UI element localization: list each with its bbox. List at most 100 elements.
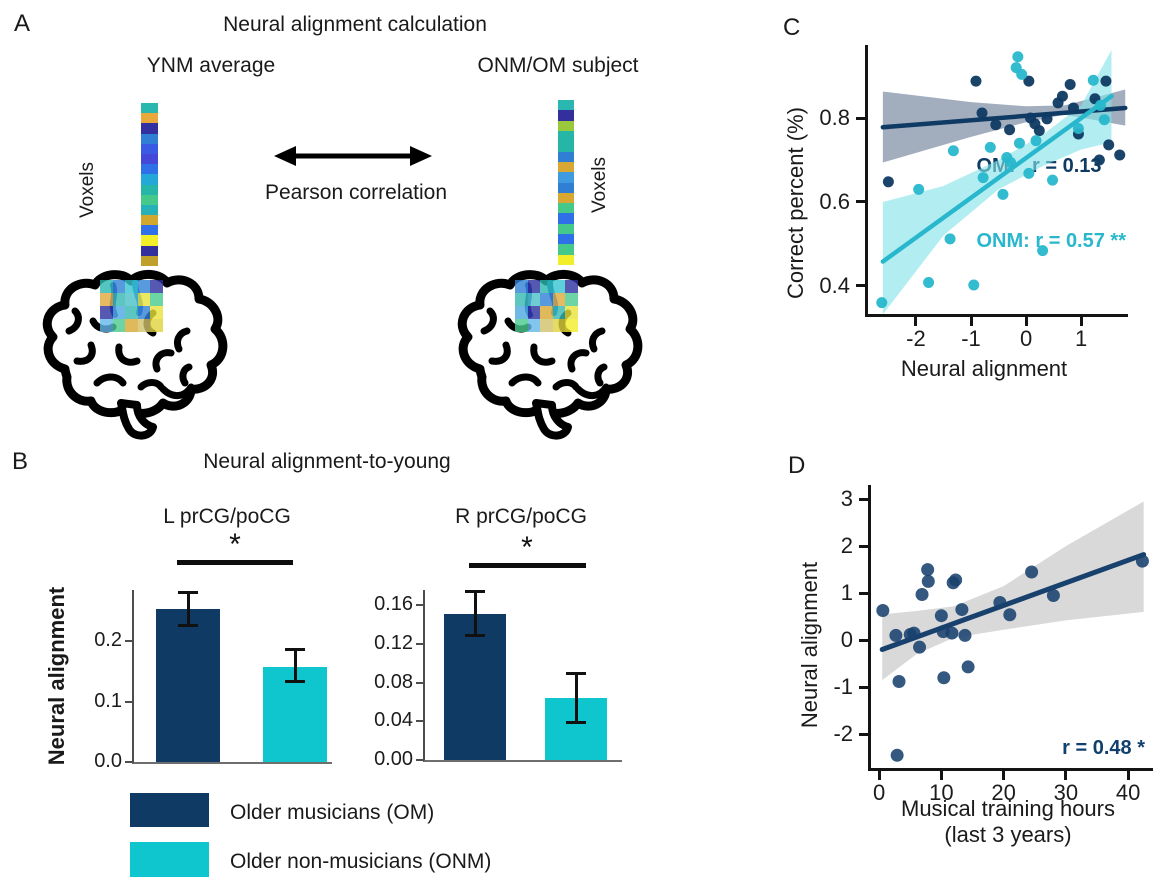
y-tick — [859, 638, 868, 642]
scatter-plot-alignment-vs-training: r = 0.48 * 0 10 20 30 40 -2 -1 0 1 2 3 — [833, 485, 1153, 805]
data-point — [1030, 135, 1042, 147]
panel-d-x-axis-label: Musical training hours (last 3 years) — [858, 796, 1158, 848]
panel-b-letter: B — [12, 448, 29, 475]
error-bar-cap — [465, 590, 485, 594]
y-tick — [416, 720, 423, 723]
data-point — [907, 626, 921, 640]
patch-cell — [515, 280, 528, 293]
scatter-svg — [876, 50, 1128, 315]
x-tick — [969, 317, 973, 326]
scatter-plot-correct-vs-alignment: OM: r = 0.13 ONM: r = 0.57 ** -2-1010.40… — [819, 45, 1128, 351]
error-bar-cap — [566, 720, 586, 724]
bar — [444, 614, 506, 760]
data-point — [1037, 245, 1049, 257]
data-point — [892, 675, 906, 689]
voxel-cell — [558, 234, 574, 245]
error-bar-cap — [178, 623, 198, 627]
y-tick — [125, 640, 132, 643]
voxel-cell — [141, 255, 158, 266]
error-bar — [293, 649, 297, 682]
patch-cell — [515, 293, 528, 306]
voxel-cell — [558, 254, 574, 265]
patch-cell — [112, 293, 126, 306]
x-tick — [1024, 317, 1028, 326]
y-tick-label: 2 — [840, 533, 853, 559]
data-point — [944, 233, 956, 245]
patch-cell — [137, 293, 151, 306]
data-point — [1005, 157, 1017, 169]
bar-chart-left-prcg: 0.0 0.1 0.2 — [94, 590, 332, 772]
patch-cell — [112, 319, 126, 332]
y-tick — [125, 761, 132, 763]
patch-cell — [527, 306, 541, 319]
x-tick — [939, 771, 943, 780]
confidence-band — [882, 89, 1126, 163]
data-point — [921, 563, 935, 577]
data-point — [1114, 149, 1126, 161]
patch-cell — [100, 293, 113, 306]
data-point — [1056, 90, 1068, 102]
x-label-line2: (last 3 years) — [944, 822, 1072, 847]
data-point — [958, 628, 972, 642]
patch-cell — [552, 319, 566, 332]
data-point — [1003, 608, 1017, 622]
voxel-strip-right — [558, 100, 574, 265]
error-bar — [473, 591, 477, 636]
patch-cell — [137, 306, 151, 319]
y-tick — [859, 685, 868, 689]
patch-cell — [565, 293, 578, 306]
data-point — [1072, 123, 1084, 135]
data-point — [977, 172, 989, 184]
patch-cell — [125, 280, 138, 293]
y-tick-label: 0.0 — [94, 750, 122, 772]
patch-cell — [125, 306, 138, 319]
x-tick-label: 0 — [872, 780, 886, 805]
correlation-onm: ONM: r = 0.57 ** — [976, 230, 1126, 252]
data-point — [889, 628, 903, 642]
patch-cell — [527, 293, 541, 306]
patch-cell — [515, 319, 528, 332]
data-point — [976, 107, 988, 119]
y-tick — [856, 200, 865, 204]
data-point — [921, 574, 935, 588]
voxel-cell — [558, 192, 574, 204]
data-point — [968, 279, 980, 291]
data-point — [1067, 102, 1079, 114]
patch-cell — [150, 293, 163, 306]
y-tick-label: -2 — [833, 721, 853, 747]
voxel-cell — [558, 161, 574, 173]
y-tick-label: 0.1 — [94, 689, 122, 712]
y-tick-label: 0.16 — [374, 593, 413, 616]
data-point — [913, 183, 925, 195]
data-point — [1025, 565, 1039, 579]
voxel-cell — [558, 110, 574, 121]
data-point — [949, 573, 963, 587]
y-tick-label: 0.2 — [94, 629, 122, 652]
x-tick — [1126, 771, 1130, 780]
voxel-cell — [141, 143, 158, 154]
panel-d-letter: D — [788, 452, 806, 479]
patch-cell — [527, 280, 541, 293]
patch-cell — [150, 319, 163, 332]
y-tick — [859, 544, 868, 548]
data-point — [970, 75, 982, 87]
data-point — [1064, 78, 1076, 90]
patch-cell — [515, 306, 528, 319]
voxel-cell — [141, 133, 158, 144]
correlation-annotation: r = 0.48 * — [1062, 737, 1145, 759]
patch-cell — [565, 319, 578, 332]
onm-om-subject-heading: ONM/OM subject — [477, 54, 639, 77]
voxel-cell — [141, 194, 158, 205]
trend-line — [880, 93, 1114, 264]
significance-line-right — [469, 563, 586, 568]
patch-cell — [137, 319, 151, 332]
data-point — [1004, 124, 1016, 136]
left-chart-title: L prCG/poCG — [163, 505, 291, 528]
voxel-cell — [558, 151, 574, 162]
panel-c-x-axis-label: Neural alignment — [900, 356, 1068, 381]
data-point — [876, 297, 888, 309]
patch-cell — [112, 306, 126, 319]
y-tick — [416, 604, 423, 607]
error-bar-cap — [285, 679, 305, 683]
